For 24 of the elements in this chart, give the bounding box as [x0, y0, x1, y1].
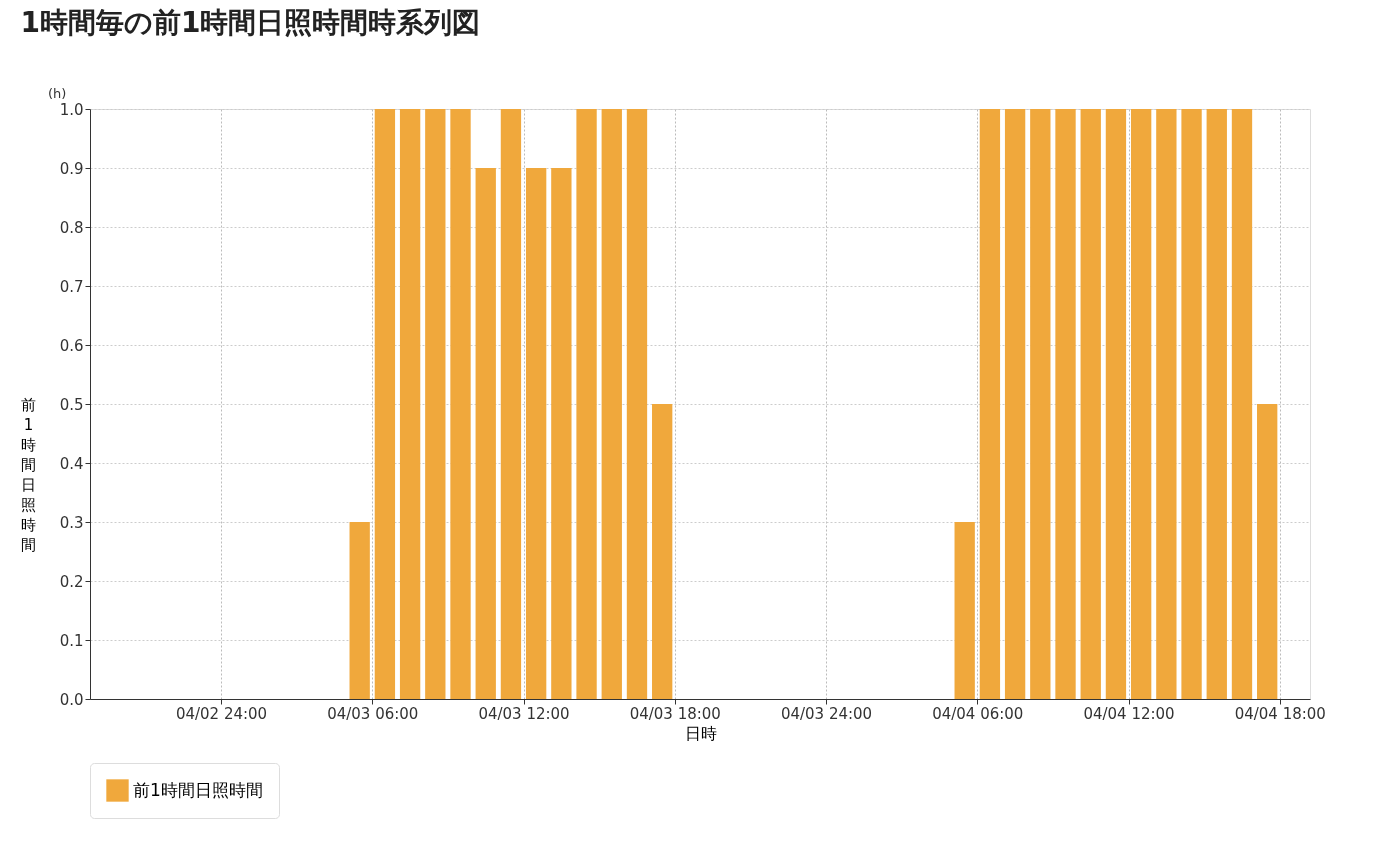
x-tick-label: 04/03 18:00: [629, 704, 721, 723]
x-axis-title: 日時: [684, 723, 717, 743]
x-tick-label: 04/04 12:00: [1083, 704, 1175, 723]
text: (h): [48, 86, 67, 101]
y-tick-label: 0.2: [59, 572, 84, 591]
y-tick-label: 1.0: [59, 100, 84, 119]
y-tick-label: 0.7: [59, 277, 84, 296]
y-tick-label: 0.6: [59, 336, 84, 355]
y-tick-label: 0.4: [59, 454, 84, 473]
y-tick-label: 0.0: [59, 690, 84, 709]
x-tick-label: 04/03 24:00: [780, 704, 873, 723]
x-tick-label: 04/04 06:00: [932, 704, 1024, 723]
x-tick-label: 04/03 06:00: [327, 704, 419, 723]
x-tick-label: 04/02 24:00: [175, 704, 268, 723]
legend-label: 前1時間日照時間: [133, 779, 263, 800]
x-tick-label: 04/04 18:00: [1234, 704, 1326, 723]
y-tick-label: 0.9: [59, 159, 84, 178]
y-tick-label: 0.8: [59, 218, 84, 237]
y-tick-label: 0.1: [59, 631, 84, 650]
y-tick-label: 0.5: [59, 395, 84, 414]
y-axis-title: 前1時間日照時間: [21, 395, 36, 554]
chart-title: 1時間毎の前1時間日照時間時系列図: [20, 6, 481, 39]
y-tick-label: 0.3: [59, 513, 84, 532]
x-tick-label: 04/03 12:00: [478, 704, 570, 723]
